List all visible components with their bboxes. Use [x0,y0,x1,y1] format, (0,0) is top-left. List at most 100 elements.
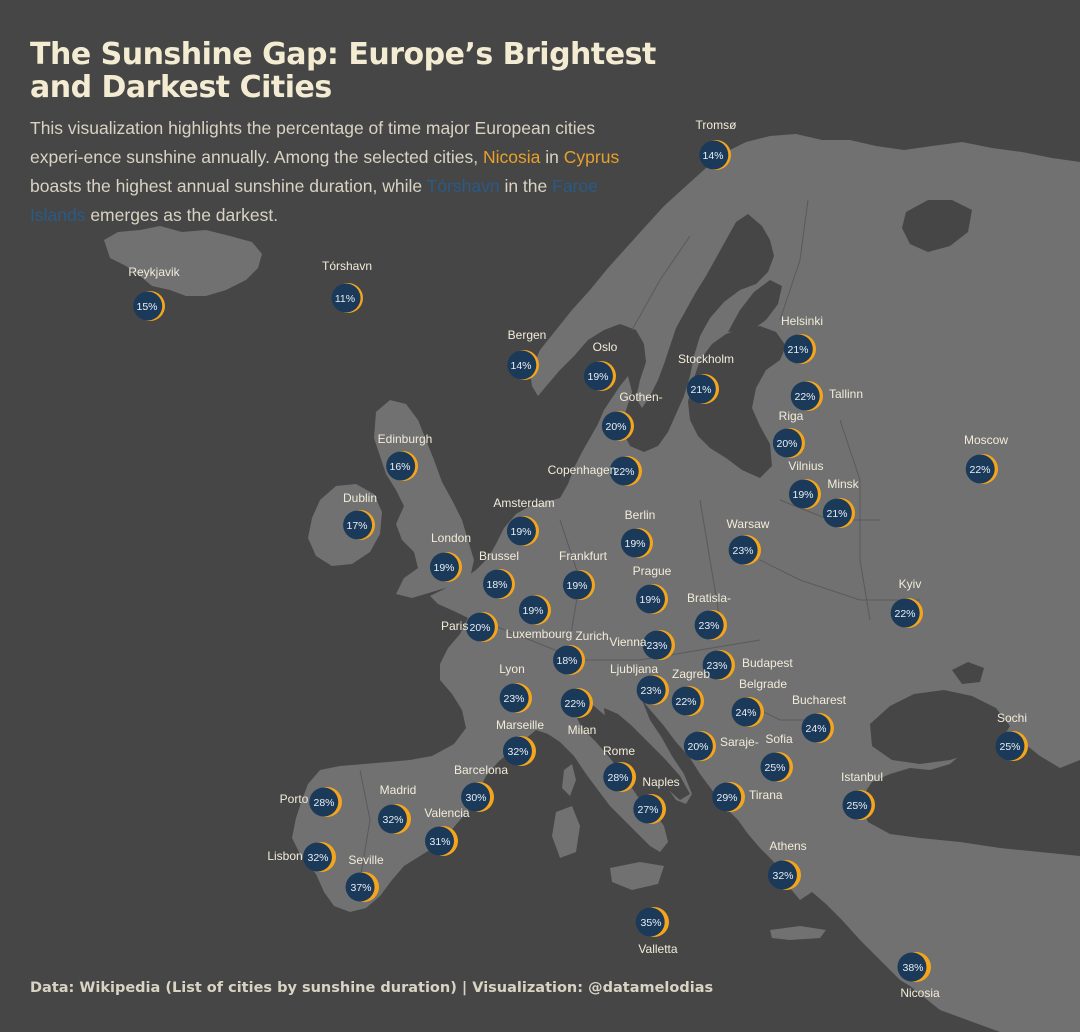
city-name-label: Paris [441,619,468,633]
brightest-country-highlight: Cyprus [563,147,620,167]
city-marker: 32% Marseille [496,718,544,766]
subtitle-text: in [545,147,559,167]
darkness-share-mark [842,790,872,820]
city-name-label: Edinburgh [378,432,433,446]
darkness-share-mark [890,598,920,628]
sunshine-percent-label: 14% [702,150,723,162]
sunshine-percent-label: 23% [698,620,719,632]
city-marker: 29% Tirana [712,782,783,812]
city-marker: 19% Frankfurt [559,549,608,600]
city-marker: 19% Luxembourg [506,595,573,641]
city-name-label: Lyon [499,662,525,676]
darkness-share-mark [767,860,797,890]
sicily-landmass [610,862,664,890]
city-marker: 17% Dublin [343,491,377,540]
azov-sea [952,662,984,684]
baltic-sea [688,326,786,478]
sunshine-percent-label: 38% [902,962,923,974]
city-name-label: Lisbon [267,849,302,863]
city-marker: 32% Athens [767,839,807,890]
darkness-share-mark [995,731,1025,761]
city-name-label: Milan [568,723,597,737]
city-name-label: Helsinki [781,314,823,328]
darkest-city-highlight: Tórshavn [426,176,500,196]
sunshine-percent-label: 19% [522,605,543,617]
sunshine-percent-label: 19% [510,526,531,538]
sunshine-percent-label: 22% [613,466,634,478]
corsica-landmass [562,764,576,796]
city-name-label: Zurich [575,629,608,643]
sunshine-percent-label: 23% [646,640,667,652]
city-name-label: Marseille [496,718,544,732]
city-marker: 19% London [429,531,471,582]
city-marker: 11% Tórshavn [322,259,372,313]
city-name-label: Minsk [827,477,859,491]
city-name-label: Belgrade [739,677,787,691]
darkness-share-mark [377,804,407,834]
darkness-share-mark [553,645,583,675]
city-name-label: London [431,531,471,545]
city-marker: 22%Copenhagen [548,456,642,486]
city-name-label: Madrid [380,783,417,797]
darkness-share-mark [635,907,665,937]
sunshine-percent-label: 23% [640,685,661,697]
darkness-share-mark [712,782,742,812]
city-marker: 22% Zagreb [671,667,710,716]
city-name-label: Luxembourg [506,627,573,641]
sunshine-percent-label: 25% [846,800,867,812]
darkness-share-mark [609,456,639,486]
darkness-share-mark [506,516,536,546]
sunshine-percent-label: 35% [640,917,661,929]
city-marker: 20% Gothen- [601,390,663,441]
darkness-share-mark [302,842,332,872]
city-name-label: Bergen [508,328,547,342]
city-marker: 37% Seville [345,853,384,902]
darkness-share-mark [788,479,818,509]
border-line [779,199,809,321]
sunshine-percent-label: 15% [136,301,157,313]
darkness-share-mark [790,381,820,411]
city-marker: 23% Bratisla- [687,591,731,640]
mainland-europe [292,134,1080,1032]
city-marker: 19% Prague [633,564,672,614]
darkness-share-mark [642,630,672,660]
subtitle-text: This visualization highlights the percen… [30,118,596,167]
city-marker: 27% Naples [633,775,680,824]
darkness-share-mark [636,675,666,705]
sunshine-percent-label: 11% [335,293,355,305]
city-name-label: Prague [633,564,672,578]
darkness-share-mark [562,570,592,600]
adriatic-sea [604,708,690,800]
city-name-label: Dublin [343,491,377,505]
border-line [759,559,920,601]
gulf-of-bothnia [728,280,782,332]
sunshine-percent-label: 19% [624,538,645,550]
city-name-label: Zagreb [672,667,710,681]
city-name-label: Naples [642,775,679,789]
city-name-label: Barcelona [454,763,508,777]
darkness-share-mark [343,510,373,540]
darkness-share-mark [801,713,831,743]
subtitle-text: emerges as the darkest. [90,205,279,225]
sunshine-percent-label: 32% [307,852,328,864]
sunshine-percent-label: 22% [894,608,915,620]
city-name-label: Tallinn [829,387,863,401]
darkness-share-mark [507,350,537,380]
city-name-label: Tórshavn [322,259,372,273]
sunshine-percent-label: 22% [794,391,815,403]
brightest-city-highlight: Nicosia [483,147,541,167]
city-marker: 21% Stockholm [678,352,734,404]
sunshine-percent-label: 24% [735,707,756,719]
city-marker: 19% Oslo [583,340,618,391]
sunshine-percent-label: 25% [999,741,1020,753]
source-credit: Data: Wikipedia (List of cities by sunsh… [30,980,714,996]
darkest-country-highlight: Faroe Islands [30,176,598,225]
darkness-share-mark [635,584,665,614]
city-marker: 35% Valletta [635,907,678,956]
city-marker: 18% Brussel [479,549,519,599]
great-britain-landmass [374,400,474,598]
city-name-label: Bucharest [792,693,847,707]
sunshine-percent-label: 19% [566,580,587,592]
city-marker: 14% Bergen [507,328,546,380]
city-markers: 14% Tromsø 15% Reykjavik 11% Tórshavn 14% Berge… [128,118,1028,1000]
